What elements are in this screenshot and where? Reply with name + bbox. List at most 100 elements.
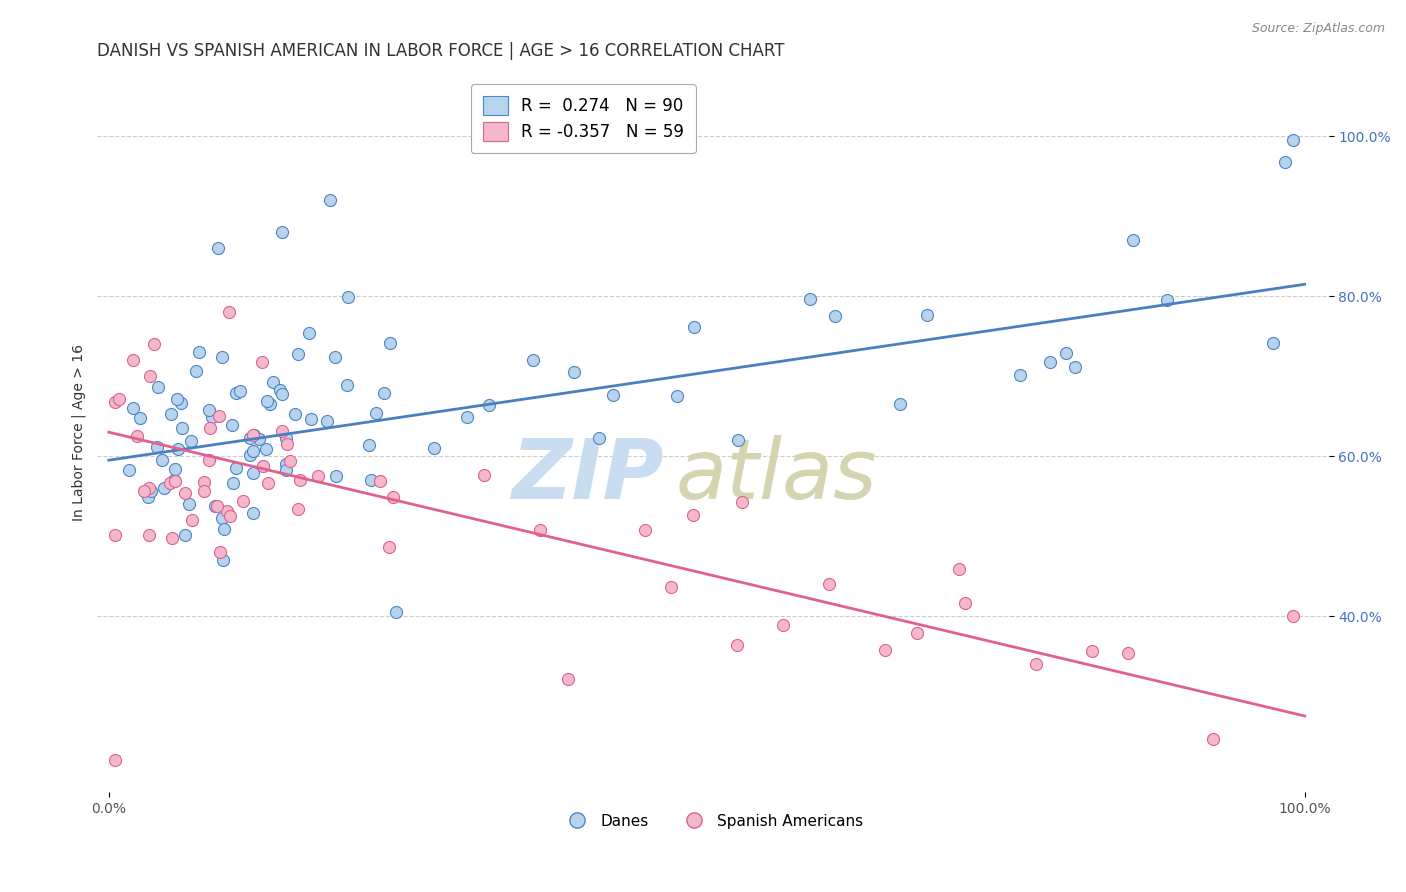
Text: ZIP: ZIP xyxy=(510,435,664,516)
Point xyxy=(384,605,406,619)
Point xyxy=(274,457,297,471)
Point xyxy=(270,387,292,401)
Point xyxy=(132,484,155,499)
Point xyxy=(373,386,395,401)
Point xyxy=(382,490,405,504)
Point xyxy=(242,506,264,520)
Point xyxy=(125,429,148,443)
Point xyxy=(242,427,264,442)
Point xyxy=(378,335,401,350)
Point xyxy=(197,452,219,467)
Point xyxy=(478,398,501,412)
Point xyxy=(1202,731,1225,746)
Point xyxy=(1263,335,1285,350)
Point xyxy=(953,596,976,610)
Point xyxy=(284,407,307,421)
Y-axis label: In Labor Force | Age > 16: In Labor Force | Age > 16 xyxy=(72,343,86,521)
Point xyxy=(725,638,748,652)
Point xyxy=(221,418,243,433)
Point xyxy=(142,337,165,351)
Point xyxy=(146,440,169,454)
Point xyxy=(117,463,139,477)
Point xyxy=(683,319,706,334)
Point xyxy=(659,580,682,594)
Point xyxy=(250,354,273,368)
Point xyxy=(368,475,391,489)
Point xyxy=(138,528,160,542)
Point xyxy=(239,448,262,462)
Point xyxy=(557,673,579,687)
Point xyxy=(889,397,911,411)
Point xyxy=(256,476,278,491)
Point xyxy=(239,431,262,445)
Point xyxy=(252,459,274,474)
Point xyxy=(1080,644,1102,658)
Point xyxy=(1281,609,1303,624)
Point xyxy=(104,527,127,541)
Point xyxy=(731,494,754,508)
Point xyxy=(198,421,221,435)
Text: DANISH VS SPANISH AMERICAN IN LABOR FORCE | AGE > 16 CORRELATION CHART: DANISH VS SPANISH AMERICAN IN LABOR FORC… xyxy=(97,42,785,60)
Point xyxy=(170,396,193,410)
Point xyxy=(222,476,245,491)
Point xyxy=(316,414,339,428)
Point xyxy=(217,504,239,518)
Point xyxy=(174,528,197,542)
Point xyxy=(122,401,145,415)
Point xyxy=(1274,154,1296,169)
Text: atlas: atlas xyxy=(676,435,877,516)
Point xyxy=(1025,657,1047,671)
Point xyxy=(682,508,704,522)
Point xyxy=(456,409,478,424)
Point xyxy=(163,473,186,487)
Point xyxy=(173,486,195,500)
Point xyxy=(165,474,187,488)
Point xyxy=(218,305,240,319)
Point xyxy=(193,484,215,499)
Point xyxy=(602,388,624,402)
Point xyxy=(139,484,162,499)
Point xyxy=(212,522,235,536)
Point xyxy=(242,444,264,458)
Point xyxy=(150,453,173,467)
Point xyxy=(818,577,841,591)
Point xyxy=(772,617,794,632)
Point xyxy=(211,350,233,364)
Point xyxy=(588,431,610,445)
Point xyxy=(1156,293,1178,307)
Point xyxy=(172,421,194,435)
Point xyxy=(274,431,297,445)
Point xyxy=(905,625,928,640)
Point xyxy=(288,474,311,488)
Point xyxy=(666,389,689,403)
Point xyxy=(225,461,247,475)
Point xyxy=(232,494,254,508)
Point xyxy=(727,434,749,448)
Point xyxy=(269,383,291,397)
Point xyxy=(336,378,359,392)
Point xyxy=(193,475,215,490)
Point xyxy=(824,309,846,323)
Point xyxy=(136,490,159,504)
Point xyxy=(254,442,277,457)
Point xyxy=(204,499,226,513)
Point xyxy=(103,394,125,409)
Point xyxy=(529,523,551,537)
Point xyxy=(160,531,183,545)
Point xyxy=(633,523,655,537)
Point xyxy=(299,411,322,425)
Point xyxy=(211,511,233,525)
Point xyxy=(107,392,129,406)
Point xyxy=(200,410,222,425)
Point xyxy=(247,433,270,447)
Point xyxy=(948,561,970,575)
Point xyxy=(287,502,309,516)
Point xyxy=(180,434,202,449)
Point xyxy=(242,427,264,442)
Point xyxy=(271,424,294,438)
Point xyxy=(138,481,160,495)
Point xyxy=(276,437,298,451)
Point xyxy=(167,442,190,457)
Point xyxy=(163,462,186,476)
Point xyxy=(180,513,202,527)
